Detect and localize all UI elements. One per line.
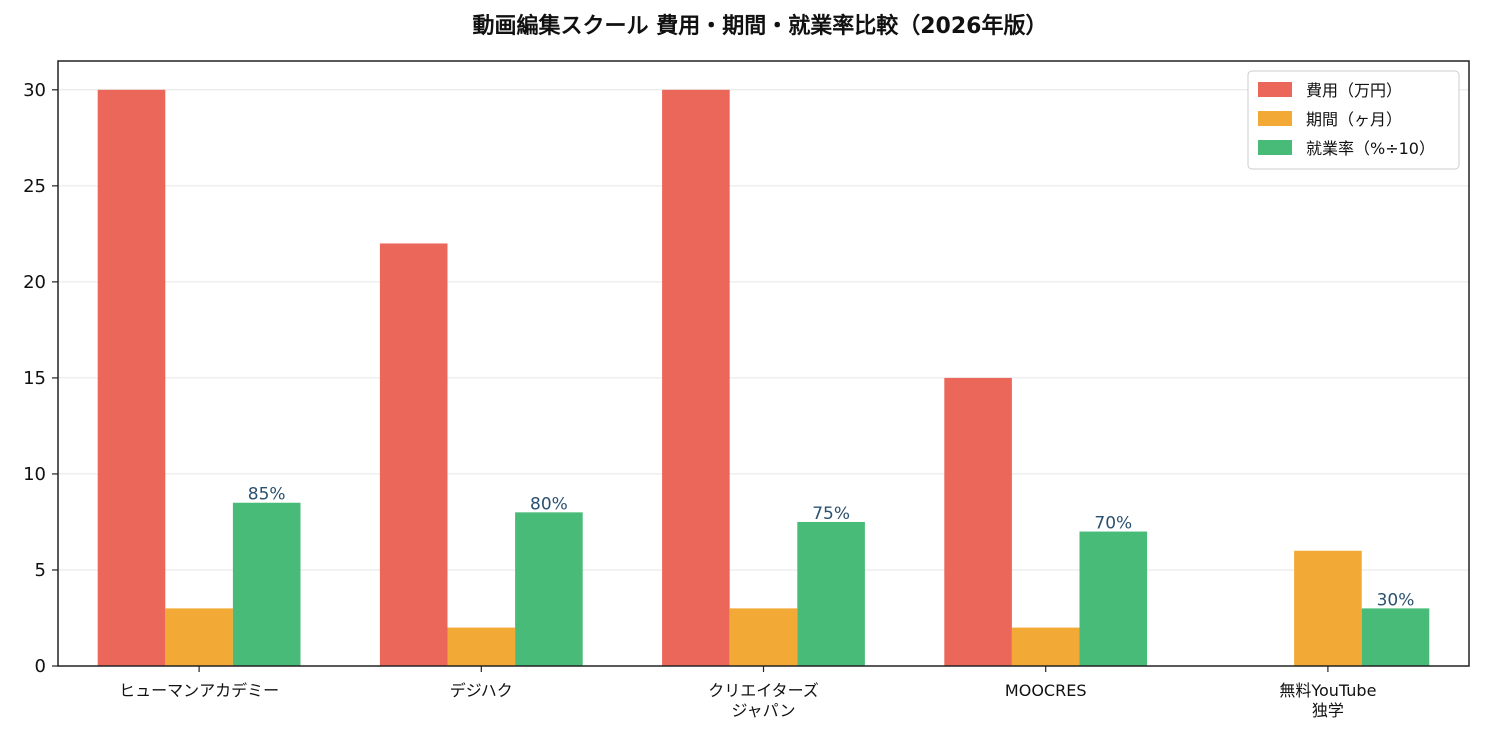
x-tick-label: 独学	[1312, 701, 1344, 720]
bar	[729, 608, 798, 666]
y-tick-label: 25	[23, 176, 46, 197]
y-tick-label: 5	[35, 560, 46, 581]
x-tick-label: 無料YouTube	[1279, 681, 1376, 700]
x-tick-label: MOOCRES	[1005, 681, 1087, 700]
data-label: 70%	[1094, 514, 1132, 534]
bar	[515, 512, 583, 666]
y-tick-label: 30	[23, 80, 46, 101]
bars-group	[97, 89, 1430, 667]
legend-label: 就業率（%÷10）	[1306, 139, 1435, 158]
bar	[379, 243, 448, 666]
data-label: 85%	[248, 485, 286, 505]
bar	[944, 377, 1012, 666]
bar	[1011, 627, 1080, 666]
legend: 費用（万円） 期間（ヶ月） 就業率（%÷10）	[1247, 70, 1460, 170]
bar	[662, 89, 730, 667]
x-tick-label: ヒューマンアカデミー	[119, 681, 279, 700]
legend-swatch	[1258, 140, 1292, 155]
bar	[232, 502, 301, 666]
x-tick-label: ジャパン	[731, 701, 795, 720]
bar	[1294, 550, 1362, 666]
y-tick-label: 0	[35, 656, 46, 677]
data-label: 80%	[530, 494, 568, 514]
bar	[165, 608, 233, 666]
bar	[97, 89, 166, 667]
y-tick-label: 20	[23, 272, 46, 293]
legend-swatch	[1258, 82, 1292, 97]
legend-swatch	[1258, 111, 1292, 126]
legend-label: 費用（万円）	[1306, 81, 1402, 100]
y-tick-label: 15	[23, 368, 46, 389]
data-label: 30%	[1377, 590, 1415, 610]
bar	[447, 627, 516, 666]
y-axis: 0 5 10 15 20 25 30	[23, 80, 58, 677]
grid-lines	[58, 89, 1469, 571]
bar	[797, 521, 865, 666]
data-label: 75%	[812, 504, 850, 524]
bar	[1079, 531, 1148, 666]
x-tick-label: クリエイターズ	[708, 681, 819, 700]
y-tick-label: 10	[23, 464, 46, 485]
data-labels-group: 85% 80% 75% 70% 30%	[248, 485, 1415, 611]
legend-box	[1247, 70, 1460, 170]
chart-title: 動画編集スクール 費用・期間・就業率比較（2026年版）	[473, 13, 1048, 39]
x-tick-label: デジハク	[450, 681, 513, 700]
bar	[1361, 608, 1430, 666]
legend-label: 期間（ヶ月）	[1306, 110, 1402, 129]
